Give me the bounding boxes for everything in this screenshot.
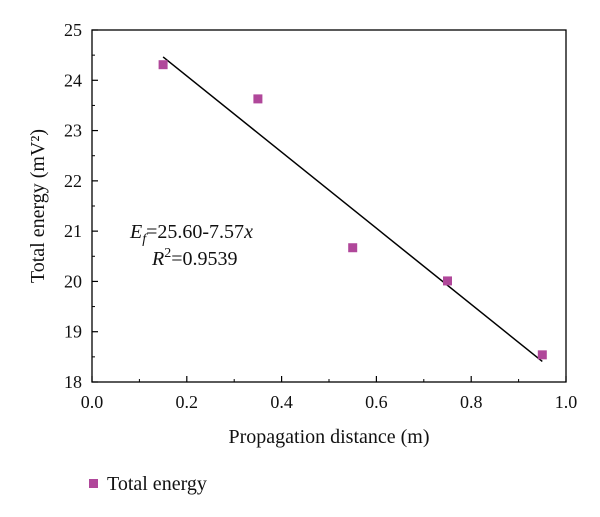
x-tick-label: 0.8 <box>460 392 483 412</box>
legend: Total energy <box>89 473 207 495</box>
x-tick-label: 0.6 <box>365 392 388 412</box>
x-tick-label: 0.2 <box>176 392 199 412</box>
y-tick-label: 21 <box>64 221 82 241</box>
data-point <box>348 243 358 253</box>
fit-equation: Ef=25.60-7.57x <box>129 221 253 247</box>
legend-marker <box>89 479 98 488</box>
fit-line <box>162 56 543 363</box>
legend-label: Total energy <box>107 473 207 495</box>
r-squared-label: R2=0.9539 <box>151 246 238 270</box>
axis-ticks: 0.0 0.2 0.4 0.6 0.8 1.0 18 19 20 21 22 23 24 25 <box>64 20 577 412</box>
data-point <box>537 350 547 360</box>
x-axis-title: Propagation distance (m) <box>228 426 429 448</box>
y-tick-label: 18 <box>64 372 82 392</box>
data-points <box>158 60 547 360</box>
data-point <box>158 60 168 70</box>
y-tick-label: 23 <box>64 121 82 141</box>
x-tick-label: 1.0 <box>555 392 578 412</box>
y-tick-label: 24 <box>64 70 82 90</box>
y-axis-title: Total energy (mV²) <box>27 129 49 283</box>
y-tick-label: 22 <box>64 171 82 191</box>
y-tick-label: 20 <box>64 271 82 291</box>
plot-frame <box>91 29 567 383</box>
data-point <box>443 276 452 286</box>
data-point <box>253 94 263 104</box>
fit-line-group <box>162 56 543 363</box>
x-tick-label: 0.4 <box>270 392 293 412</box>
x-tick-label: 0.0 <box>81 392 104 412</box>
y-tick-label: 25 <box>64 20 82 40</box>
y-tick-label: 19 <box>64 322 82 342</box>
